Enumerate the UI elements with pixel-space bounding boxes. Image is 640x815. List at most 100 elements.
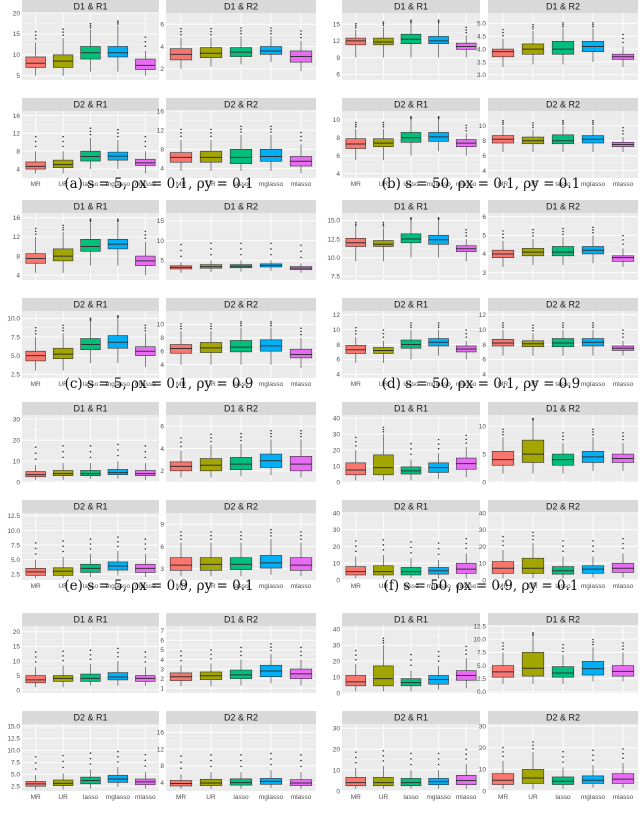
outlier-point [270, 646, 272, 648]
y-tick-label: 6 [160, 544, 164, 551]
y-tick-label: 8 [160, 763, 164, 770]
box-UR [199, 778, 223, 786]
outlier-point [382, 755, 385, 757]
box-mglasso [581, 661, 605, 676]
facet-strip-label: D2 & R2 [224, 502, 258, 512]
outlier-point [562, 435, 564, 438]
box-MR [25, 56, 46, 68]
y-tick-label: 7.5 [11, 334, 20, 341]
y-tick-label: 4.0 [477, 46, 486, 53]
x-category-label: mlasso [291, 181, 312, 188]
facet-panel-a-3: D2 & R1 4 8 12 16 MR UR lasso mglasso mlasso [13, 98, 159, 188]
box-UR [199, 150, 223, 163]
facet-panel-a-4: D2 & R2 4 8 12 16 MR UR lasso mglasso mlasso [157, 98, 316, 188]
facet-strip [166, 98, 316, 111]
outlier-point [34, 661, 37, 663]
y-tick-label: 5 [482, 233, 486, 240]
y-tick-label: 5.0 [11, 557, 20, 564]
y-tick-label: 16 [157, 108, 165, 115]
outlier-point [270, 30, 272, 32]
outlier-point [592, 322, 594, 324]
y-tick-label: 7.5 [11, 542, 20, 549]
outlier-point [437, 20, 440, 23]
outlier-point [502, 540, 504, 542]
outlier-point [210, 33, 212, 36]
outlier-point [502, 230, 504, 232]
x-category-label: UR [58, 583, 68, 590]
x-category-label: MR [498, 181, 508, 188]
outlier-point [210, 27, 212, 30]
outlier-point [465, 228, 468, 231]
facet-panel-a-2: D1 & R2 2 4 6 [160, 0, 316, 80]
panel-caption: (f) s = 50, ρx = 0.9, ρy = 0.1 [384, 578, 579, 594]
outlier-point [437, 758, 440, 760]
outlier-point [502, 433, 504, 436]
x-category-label: mlasso [291, 794, 312, 801]
y-tick-label: 20 [333, 746, 341, 753]
outlier-point [144, 327, 147, 329]
facet-panel-c-2: D1 & R2 5 10 15 [157, 200, 316, 280]
facet-strip-label: D1 & R2 [224, 615, 258, 625]
y-tick-label: 12 [157, 127, 165, 134]
facet-panel-f-4: D2 & R2 0 10 20 30 40 MR UR lasso mglasso mlasso [479, 500, 638, 590]
outlier-point [592, 643, 594, 646]
y-tick-label: 30 [333, 527, 341, 534]
facet-strip-label: D2 & R2 [224, 100, 258, 110]
y-tick-label: 15 [13, 644, 21, 651]
facet-strip [488, 98, 638, 111]
outlier-point [410, 541, 412, 543]
outlier-point [592, 231, 594, 234]
outlier-point [532, 324, 534, 327]
outlier-point [210, 253, 212, 256]
x-category-label: mglasso [106, 794, 131, 801]
outlier-point [144, 753, 147, 756]
y-tick-label: 10 [13, 658, 21, 665]
outlier-point [355, 440, 357, 443]
outlier-point [382, 21, 385, 23]
facet-strip [22, 613, 159, 626]
outlier-point [240, 754, 242, 756]
outlier-point [144, 40, 147, 43]
outlier-point [210, 323, 212, 325]
y-tick-label: 8 [160, 335, 164, 342]
y-tick-label: 0 [336, 788, 340, 795]
x-category-label: mlasso [613, 583, 634, 590]
y-tick-label: 10.0 [7, 316, 20, 323]
outlier-point [180, 531, 182, 533]
facet-strip [342, 200, 480, 213]
outlier-point [144, 765, 147, 767]
facet-strip [166, 402, 316, 415]
outlier-point [465, 438, 468, 441]
outlier-point [382, 431, 385, 433]
facet-strip-label: D1 & R1 [394, 202, 428, 212]
outlier-point [382, 329, 385, 331]
facet-strip-label: D2 & R2 [546, 502, 580, 512]
outlier-point [437, 752, 440, 755]
box-MR [25, 675, 46, 684]
outlier-point [502, 431, 504, 433]
facet-strip-label: D1 & R1 [394, 404, 428, 414]
outlier-point [117, 132, 119, 134]
outlier-point [34, 656, 37, 658]
outlier-point [300, 33, 302, 36]
y-tick-label: 6 [482, 153, 486, 160]
outlier-point [410, 664, 412, 667]
y-tick-label: 7.5 [331, 274, 340, 281]
y-tick-label: 9 [160, 521, 164, 528]
outlier-point [410, 659, 412, 661]
outlier-point [622, 336, 624, 339]
x-category-label: lasso [83, 794, 99, 801]
box-mlasso [611, 773, 635, 784]
outlier-point [562, 324, 564, 326]
outlier-point [622, 133, 624, 135]
outlier-point [34, 34, 37, 37]
outlier-point [117, 220, 119, 223]
outlier-point [382, 750, 385, 752]
outlier-point [62, 145, 64, 148]
outlier-point [270, 752, 272, 755]
outlier-point [410, 115, 412, 118]
outlier-point [410, 546, 412, 549]
x-category-label: UR [379, 181, 389, 188]
x-category-label: UR [58, 181, 68, 188]
outlier-point [180, 135, 182, 138]
